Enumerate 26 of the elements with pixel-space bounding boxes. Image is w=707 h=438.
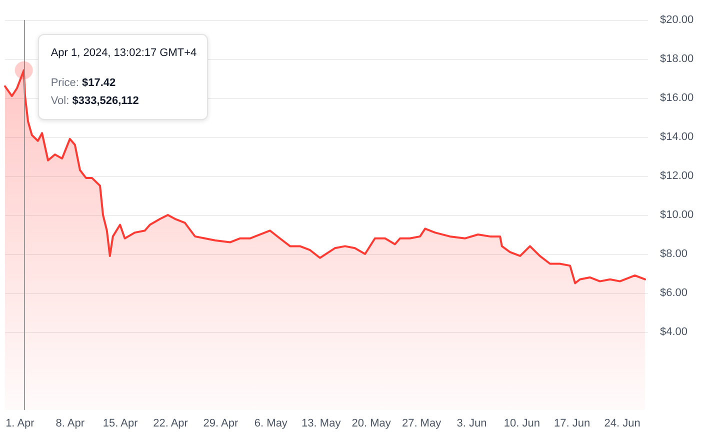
x-tick-label: 6. May bbox=[254, 418, 288, 430]
x-tick-label: 27. May bbox=[402, 418, 442, 430]
y-tick-label: $20.00 bbox=[660, 14, 694, 26]
x-tick-label: 22. Apr bbox=[153, 418, 188, 430]
y-tick-label: $16.00 bbox=[660, 92, 694, 104]
y-tick-label: $4.00 bbox=[660, 326, 688, 338]
x-tick-label: 15. Apr bbox=[102, 418, 138, 430]
x-tick-label: 10. Jun bbox=[504, 418, 540, 430]
y-tick-label: $8.00 bbox=[660, 248, 688, 260]
y-tick-label: $12.00 bbox=[660, 170, 694, 182]
annotation: Price: $17.42 bbox=[50, 77, 116, 90]
x-tick-label: 24. Jun bbox=[604, 418, 640, 430]
y-tick-label: $14.00 bbox=[660, 131, 694, 143]
tooltip-card: Apr 1, 2024, 13:02:17 GMT+4 Price: $17.42 Vol: $333,526,112 bbox=[38, 34, 208, 120]
x-tick-label: 17. Jun bbox=[554, 418, 590, 430]
x-tick-label: 13. May bbox=[302, 418, 342, 430]
x-tick-label: 1. Apr bbox=[6, 418, 35, 430]
annotation: Apr 1, 2024, 13:02:17 GMT+4 bbox=[50, 47, 197, 60]
annotation: Vol: $333,526,112 bbox=[50, 95, 139, 108]
y-tick-label: $18.00 bbox=[660, 53, 694, 65]
y-tick-label: $6.00 bbox=[660, 287, 688, 299]
x-tick-label: 8. Apr bbox=[56, 418, 85, 430]
x-tick-label: 29. Apr bbox=[203, 418, 238, 430]
x-tick-label: 3. Jun bbox=[456, 418, 487, 430]
x-tick-label: 20. May bbox=[352, 418, 392, 430]
y-tick-label: $10.00 bbox=[660, 209, 694, 221]
